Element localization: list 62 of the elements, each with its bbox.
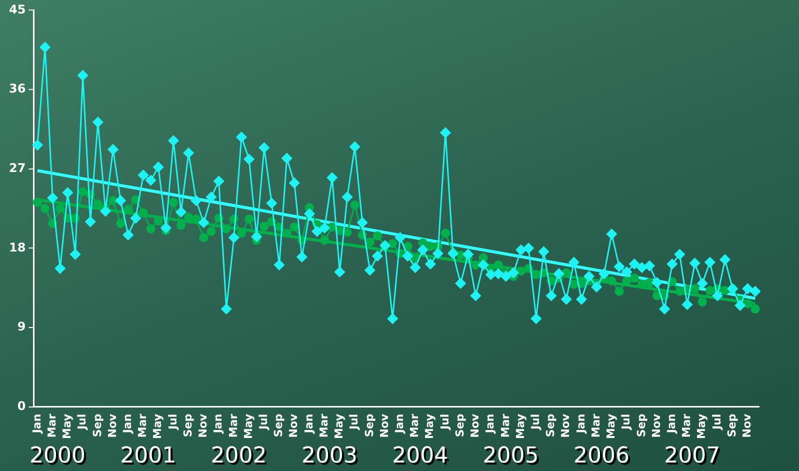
x-tick-label: Jan bbox=[302, 414, 316, 434]
x-tick-label: May bbox=[604, 414, 618, 439]
x-tick-label: Nov bbox=[196, 412, 210, 438]
x-tick-label: Jan bbox=[574, 414, 588, 434]
x-tick-label: Mar bbox=[45, 413, 58, 438]
x-tick-label: Jan bbox=[392, 414, 406, 434]
x-tick-label: Jul bbox=[620, 414, 633, 430]
x-tick-label: May bbox=[332, 414, 346, 439]
x-tick-label: Jan bbox=[664, 414, 678, 434]
y-tick-label: 36 bbox=[8, 82, 26, 96]
x-tick-label: Jan bbox=[484, 414, 497, 434]
text: 2005 bbox=[482, 444, 539, 469]
x-tick-label: Sep bbox=[362, 414, 376, 438]
x-tick-label: Jul bbox=[528, 414, 542, 430]
y-tick-label: 18 bbox=[8, 240, 26, 254]
x-tick-label: Sep bbox=[453, 414, 466, 438]
x-tick-label: Mar bbox=[680, 413, 694, 438]
x-tick-label: Jul bbox=[438, 414, 452, 430]
x-tick-label: Mar bbox=[226, 413, 240, 438]
x-tick-label: Jul bbox=[348, 414, 361, 430]
x-tick-label: Jan bbox=[121, 414, 134, 434]
x-tick-label: Sep bbox=[90, 414, 104, 438]
y-tick-label: 0 bbox=[17, 398, 26, 413]
x-tick-label: Sep bbox=[272, 414, 286, 438]
x-tick-label: Nov bbox=[740, 412, 754, 438]
x-tick-label: May bbox=[423, 414, 436, 439]
x-tick-label: Nov bbox=[106, 412, 119, 438]
y-tick-label: 27 bbox=[8, 160, 26, 175]
x-tick-label: Jul bbox=[166, 414, 180, 430]
x-tick-label: Sep bbox=[181, 414, 194, 438]
text: 2007 bbox=[664, 444, 720, 469]
x-tick-label: Mar bbox=[408, 413, 422, 438]
x-tick-label: Mar bbox=[589, 413, 602, 438]
x-tick-label: Mar bbox=[498, 413, 512, 438]
x-tick-label: Nov bbox=[468, 412, 482, 438]
x-tick-label: Sep bbox=[634, 414, 648, 438]
text: 2001 bbox=[120, 444, 176, 469]
x-tick-label: May bbox=[514, 414, 527, 439]
text: 2000 bbox=[29, 444, 86, 469]
x-tick-label: Sep bbox=[725, 414, 738, 438]
x-tick-label: Nov bbox=[287, 412, 300, 438]
x-tick-label: Jul bbox=[76, 414, 89, 430]
x-tick-label: Sep bbox=[544, 414, 558, 438]
x-tick-label: Mar bbox=[317, 413, 330, 438]
x-tick-label: May bbox=[60, 414, 74, 439]
y-tick-label: 9 bbox=[17, 320, 26, 334]
text: 2006 bbox=[573, 444, 630, 469]
x-tick-label: May bbox=[242, 414, 255, 439]
x-tick-label: Nov bbox=[650, 412, 663, 438]
x-tick-label: Jul bbox=[256, 414, 270, 430]
x-tick-label: Jan bbox=[30, 414, 44, 434]
text: 2004 bbox=[392, 444, 448, 469]
x-tick-label: Nov bbox=[559, 412, 572, 438]
text: 2003 bbox=[301, 444, 358, 469]
x-tick-label: May bbox=[695, 414, 708, 439]
x-tick-label: Jan bbox=[212, 414, 225, 434]
x-tick-label: Mar bbox=[136, 413, 150, 438]
x-tick-label: Nov bbox=[378, 412, 391, 438]
x-tick-label: May bbox=[151, 414, 164, 439]
x-tick-label: Jul bbox=[710, 414, 724, 430]
text: 2002 bbox=[210, 444, 267, 469]
y-tick-label: 45 bbox=[8, 2, 26, 16]
